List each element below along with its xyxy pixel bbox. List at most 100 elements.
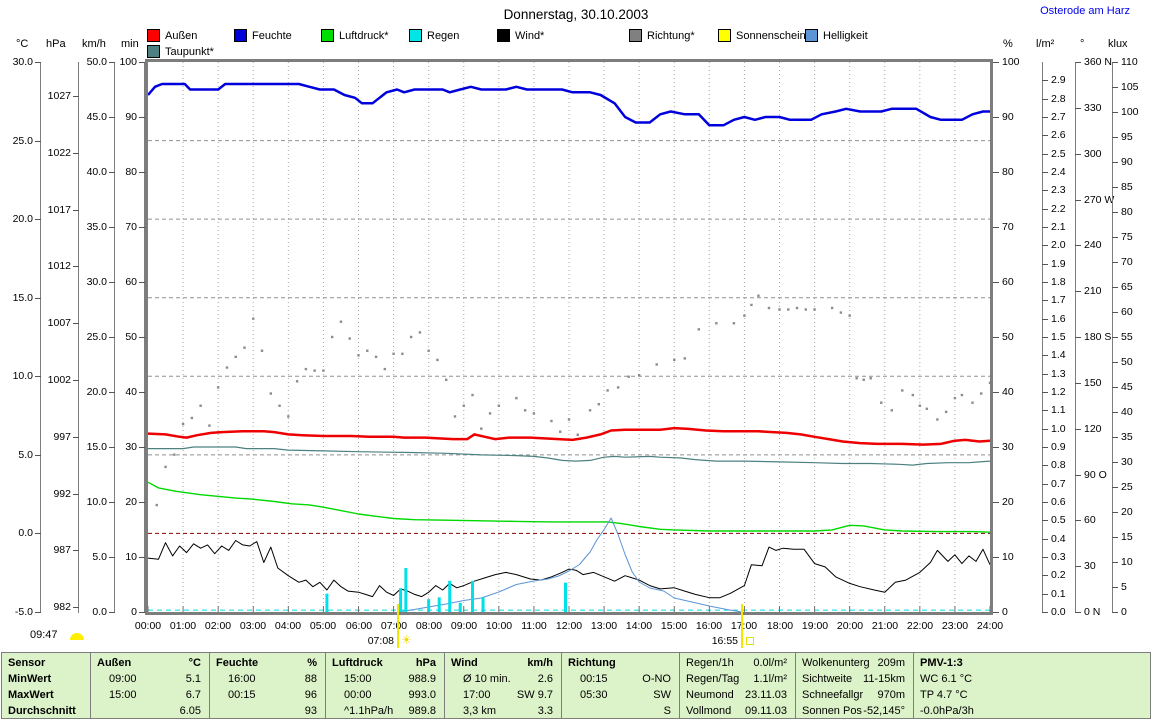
tick-label-klux: 110 [1121,56,1138,68]
time-label-0400: 04:00 [274,620,302,632]
stat-time: 17:00 [463,689,491,701]
richtung-dot [401,352,404,356]
time-label-0900: 09:00 [450,620,478,632]
stat-value: 2.6 [537,673,553,685]
tick-lm2 [1042,99,1048,100]
tick-lm2 [1042,355,1048,356]
stats-column-0: Sensor MinWert MaxWert Durchschnitt [2,653,90,718]
tick-label-minutes: 60 [125,276,137,288]
tick-label-kmh: 40.0 [86,166,107,178]
tick-klux [1112,162,1118,163]
tick-minutes [139,447,145,448]
helligkeit-swatch-icon [805,29,818,42]
axis-line-hPa [78,62,79,613]
regen-swatch-icon [409,29,422,42]
tick-label-kmh: 20.0 [86,386,107,398]
richtung-dot [787,308,790,311]
tick-hPa [73,323,79,324]
tick-hPa [73,266,79,267]
richtung-dot [953,396,957,400]
tick-kmh [109,337,115,338]
richtung-dot [683,357,686,360]
stat-time: 15:00 [344,673,372,685]
sensor-unit: km/h [527,657,553,669]
axis-line-degC [40,62,41,613]
legend-label: Taupunkt* [165,45,214,58]
tick-label-klux: 35 [1121,431,1133,443]
stats-pair-row: Sonnen Pos -52,145° [802,703,905,719]
stats-value-row: 15:00 988.9 [332,671,436,687]
tick-hPa [73,380,79,381]
tick-lm2 [1042,502,1048,503]
stat-label: Sensor [8,657,46,669]
tick-label-pct: 60 [1002,276,1014,288]
tick-klux [1112,562,1118,563]
tick-minutes [139,392,145,393]
tick-label-deg: 240 [1084,239,1102,251]
tick-degC [35,141,41,142]
tick-label-lm2: 0.8 [1051,459,1066,471]
taupunkt-swatch-icon [147,45,160,58]
richtung-dot [588,409,592,412]
tick-label-kmh: 25.0 [86,331,107,343]
stats-table: Sensor MinWert MaxWert Durchschnitt Außen °C 0… [1,652,1151,719]
sensor-name: Feuchte [216,657,259,669]
tick-label-pct: 0 [1002,606,1008,618]
stats-value-row: 3,3 km 3.3 [451,703,553,719]
stat-name: Regen/Tag [686,673,740,685]
stat-value: S [663,705,671,717]
tick-label-kmh: 30.0 [86,276,107,288]
richtung-dot [515,396,518,400]
richtung-dot [497,404,501,407]
station-location: Osterode am Harz [1040,5,1130,17]
richtung-swatch-icon [629,29,642,42]
aussen-swatch-icon [147,29,160,42]
tick-label-minutes: 10 [125,551,137,563]
tick-degC [35,533,41,534]
regen-bar [437,597,441,612]
richtung-dot [743,314,746,317]
tick-label-lm2: 1.8 [1051,276,1066,288]
tick-label-pct: 90 [1002,111,1014,123]
richtung-dot [673,358,676,362]
tick-lm2 [1042,300,1048,301]
legend-label: Außen [165,29,198,42]
richtung-dot [532,412,536,415]
sensor-unit: °C [188,657,201,669]
legend-label: Wind* [515,29,545,42]
tick-hPa [73,96,79,97]
richtung-dot [181,422,185,426]
legend-item-taupunkt: Taupunkt* [147,45,214,58]
chart-canvas [148,62,990,612]
tick-label-lm2: 1.1 [1051,404,1066,416]
aussen-series-line [148,426,990,446]
richtung-dot [480,427,483,430]
tick-label-deg: 150 [1084,377,1102,389]
stat-name: Regen/1h [686,657,734,669]
stat-value: 93 [304,705,317,717]
tick-label-degC: -5.0 [14,606,33,618]
tick-kmh [109,392,115,393]
stat-value: SW [653,689,671,701]
tick-label-lm2: 0.6 [1051,496,1066,508]
tick-lm2 [1042,337,1048,338]
tick-label-pct: 80 [1002,166,1014,178]
stat-value: 6.05 [179,705,201,717]
stats-value-row: Ø 10 min. 2.6 [451,671,553,687]
sensor-name: Außen [97,657,132,669]
stat-label: MaxWert [8,689,54,701]
legend-label: Richtung* [647,29,695,42]
plot-area [145,59,993,615]
stats-value-row: 00:15 96 [216,687,317,703]
tick-lm2 [1042,520,1048,521]
tick-klux [1112,237,1118,238]
richtung-dot [208,424,211,427]
sonnenschein-swatch-icon [718,29,731,42]
tick-lm2 [1042,209,1048,210]
tick-label-kmh: 15.0 [86,441,107,453]
richtung-dot [918,404,922,407]
tick-klux [1112,387,1118,388]
tick-kmh [109,62,115,63]
richtung-dot [383,367,387,371]
legend-item-feuchte: Feuchte [234,29,292,42]
